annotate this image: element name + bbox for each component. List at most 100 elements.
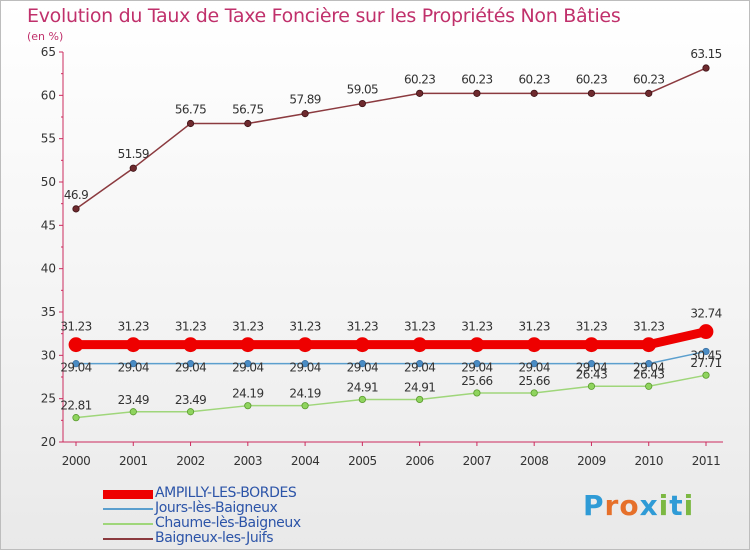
data-label: 31.23: [519, 320, 550, 334]
x-tick-label: 2000: [62, 454, 91, 468]
y-tick-label: 50: [41, 175, 56, 189]
series-line: [75, 374, 707, 419]
data-point: [526, 337, 542, 353]
data-label: 23.49: [175, 393, 206, 407]
data-point: [244, 119, 252, 128]
y-tick-label: 20: [41, 435, 56, 449]
data-label: 32.74: [690, 307, 721, 321]
y-tick-label: 60: [41, 88, 56, 102]
x-tick-label: 2003: [234, 454, 263, 468]
data-point: [473, 389, 481, 397]
data-point: [129, 360, 137, 368]
data-point: [702, 64, 710, 72]
data-point: [645, 360, 653, 368]
data-label: 24.91: [404, 380, 435, 394]
data-point: [641, 337, 657, 353]
data-point: [72, 205, 80, 213]
chart-title: Evolution du Taux de Taxe Foncière sur l…: [27, 5, 621, 27]
data-point: [301, 360, 309, 368]
data-label: 29.04: [633, 361, 664, 375]
data-label: 24.19: [289, 387, 320, 401]
data-label: 29.04: [347, 361, 378, 375]
data-point: [587, 89, 596, 97]
data-label: 29.04: [576, 361, 607, 375]
x-tick-label: 2004: [291, 454, 320, 468]
data-point: [530, 389, 538, 397]
legend-label: Jours-lès-Baigneux: [155, 500, 278, 516]
data-point: [358, 360, 366, 368]
logo-letter: i: [658, 489, 670, 522]
data-point: [587, 382, 596, 390]
x-tick-label: 2001: [119, 454, 148, 468]
x-tick-label: 2010: [634, 454, 663, 468]
data-label: 56.75: [232, 103, 263, 117]
data-label: 57.89: [289, 93, 320, 107]
data-label: 31.23: [60, 320, 91, 334]
logo-letter: r: [604, 489, 620, 522]
data-label: 29.04: [118, 361, 149, 375]
data-point: [72, 414, 80, 422]
data-label: 31.23: [347, 320, 378, 334]
data-point: [354, 337, 370, 353]
data-label: 31.23: [289, 320, 320, 334]
data-point: [186, 360, 195, 368]
data-label: 29.04: [519, 361, 550, 375]
data-label: 46.9: [64, 188, 88, 202]
data-label: 31.23: [633, 320, 664, 334]
legend-item: Jours-lès-Baigneux: [103, 501, 301, 516]
data-label: 31.23: [175, 320, 206, 334]
legend-swatch: [103, 522, 153, 525]
legend-swatch: [103, 507, 153, 510]
data-label: 26.43: [576, 367, 607, 381]
data-label: 29.04: [232, 361, 263, 375]
legend-label: Baigneux-les-Juifs: [155, 530, 274, 546]
data-point: [416, 89, 424, 97]
series-line: [71, 327, 711, 350]
y-tick-label: 40: [41, 262, 56, 276]
data-point: [297, 337, 313, 353]
data-label: 60.23: [404, 72, 435, 86]
data-label: 24.19: [232, 387, 263, 401]
data-point: [702, 371, 710, 379]
data-point: [473, 89, 481, 97]
x-tick-label: 2009: [577, 454, 606, 468]
data-point: [68, 337, 84, 353]
data-point: [530, 89, 538, 97]
data-point: [358, 99, 366, 108]
data-label: 25.66: [461, 374, 492, 388]
y-tick-label: 25: [41, 392, 56, 406]
unit-label: (en %): [27, 30, 64, 43]
y-tick-label: 35: [41, 305, 56, 319]
data-label: 23.49: [118, 393, 149, 407]
x-tick-label: 2008: [520, 454, 549, 468]
data-point: [412, 337, 428, 353]
legend: AMPILLY-LES-BORDES Jours-lès-Baigneux Chau…: [103, 486, 301, 546]
data-label: 22.81: [60, 399, 91, 413]
data-label: 29.04: [461, 361, 492, 375]
data-label: 31.23: [232, 320, 263, 334]
data-label: 51.59: [118, 147, 149, 161]
data-point: [698, 324, 714, 339]
logo-letter: i: [683, 489, 695, 522]
logo-letter: t: [669, 489, 684, 522]
x-tick-label: 2007: [463, 454, 492, 468]
x-tick-label: 2006: [405, 454, 434, 468]
series-line: [75, 67, 707, 210]
data-label: 27.71: [690, 356, 721, 370]
x-tick-label: 2002: [176, 454, 205, 468]
data-label: 26.43: [633, 367, 664, 381]
data-point: [72, 360, 80, 368]
data-point: [645, 89, 653, 97]
data-label: 60.23: [576, 72, 607, 86]
x-tick-label: 2011: [692, 454, 721, 468]
data-point: [186, 408, 195, 416]
data-point: [244, 402, 252, 410]
data-label: 30.45: [690, 348, 721, 362]
legend-item: Baigneux-les-Juifs: [103, 531, 301, 546]
proxiti-logo: Proxiti: [583, 489, 694, 522]
data-point: [240, 337, 256, 353]
data-label: 29.04: [289, 361, 320, 375]
legend-item: Chaume-lès-Baigneux: [103, 516, 301, 531]
data-label: 31.23: [461, 320, 492, 334]
logo-letter: P: [583, 489, 605, 522]
